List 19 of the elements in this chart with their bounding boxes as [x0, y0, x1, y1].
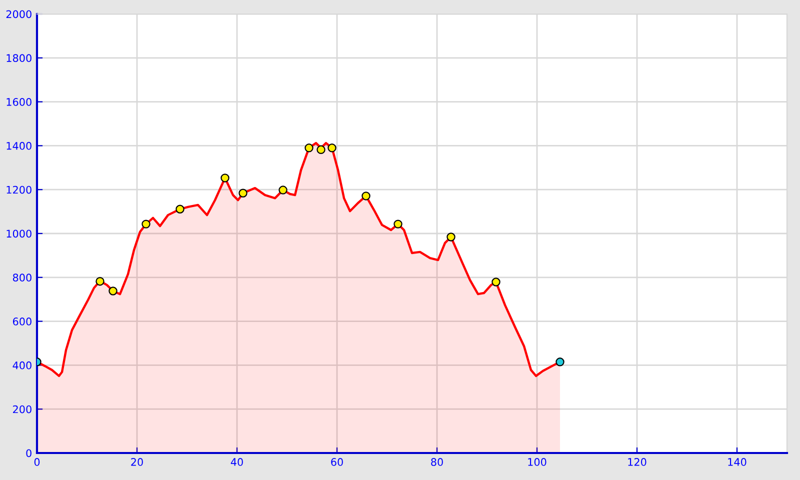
y-tick-label: 600 — [12, 318, 32, 326]
x-tick-label: 0 — [34, 458, 40, 466]
y-tick-label: 800 — [12, 274, 32, 282]
y-tick-label: 1400 — [6, 142, 32, 150]
x-tick-label: 120 — [628, 458, 646, 466]
y-tick-label: 400 — [12, 361, 32, 370]
x-tick-label: 100 — [528, 458, 546, 466]
x-tick-label: 140 — [728, 458, 746, 466]
x-tick-label: 80 — [431, 458, 443, 466]
x-tick-label: 20 — [131, 458, 143, 466]
x-tick-label: 60 — [331, 458, 343, 466]
x-tick-label: 40 — [230, 458, 243, 466]
y-tick-label: 1200 — [6, 186, 32, 194]
y-tick-label: 200 — [13, 405, 32, 414]
y-tick-label: 1000 — [6, 230, 32, 238]
y-tick-label: 1800 — [6, 54, 32, 62]
y-tick-label: 1600 — [6, 98, 32, 106]
y-tick-label: 2000 — [6, 10, 32, 18]
y-tick-label: 0 — [26, 449, 32, 458]
